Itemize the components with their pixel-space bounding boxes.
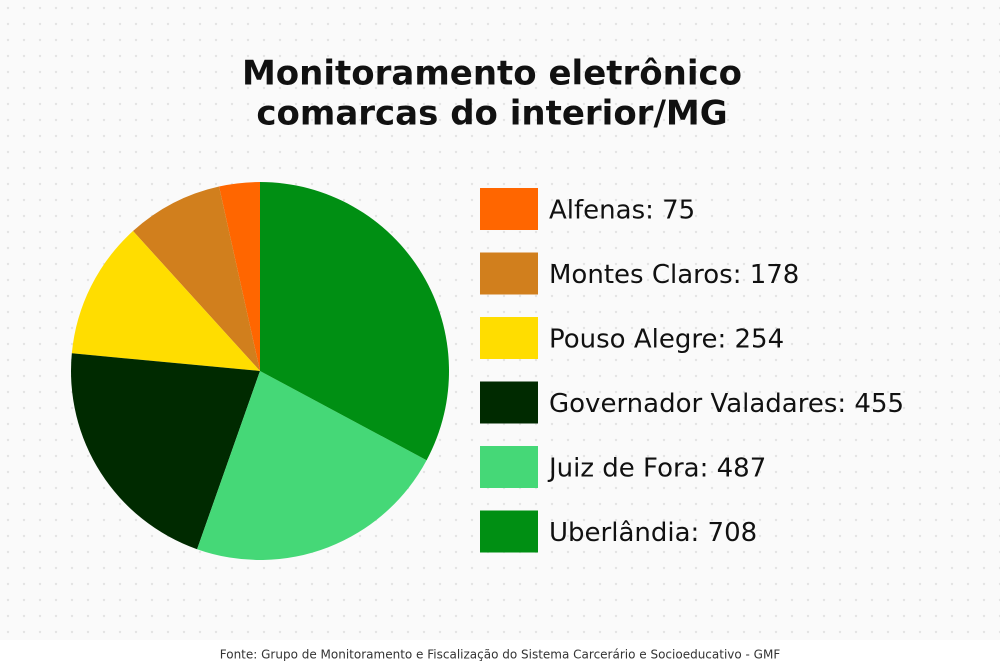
legend-swatch — [480, 446, 538, 488]
pie-slice — [197, 371, 427, 560]
pie-slice — [219, 182, 260, 371]
source-note: Fonte: Grupo de Monitoramento e Fiscaliz… — [220, 648, 781, 662]
legend-swatch — [480, 510, 538, 553]
chart-title: Monitoramento eletrônico — [242, 54, 742, 94]
legend-label: Uberlândia: 708 — [549, 518, 757, 548]
legend-swatch — [480, 317, 538, 359]
pie-slice — [71, 353, 260, 550]
legend-label: Alfenas: 75 — [549, 196, 695, 226]
legend-label: Montes Claros: 178 — [549, 260, 799, 290]
pie-slice — [71, 231, 260, 371]
pie-slice — [132, 186, 260, 371]
pie-slice — [260, 182, 450, 461]
legend-swatch — [480, 188, 538, 230]
legend-label: Pouso Alegre: 254 — [549, 325, 784, 355]
legend-swatch — [480, 381, 538, 424]
footer-bg — [0, 640, 1000, 667]
legend-swatch — [480, 252, 538, 295]
legend-label: Governador Valadares: 455 — [549, 389, 904, 419]
chart-title: comarcas do interior/MG — [256, 94, 727, 134]
legend-label: Juiz de Fora: 487 — [547, 454, 766, 484]
